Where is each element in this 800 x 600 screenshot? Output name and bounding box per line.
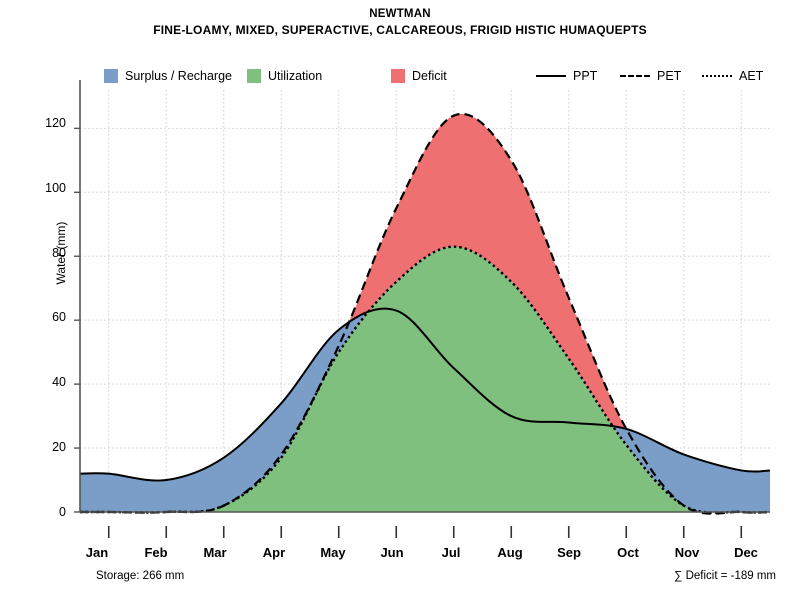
legend-item-surplus: Surplus / Recharge	[104, 66, 232, 86]
deficit-annotation: ∑ Deficit = -189 mm	[674, 570, 776, 582]
utilization-color-swatch	[247, 69, 261, 83]
legend-label-deficit: Deficit	[412, 69, 447, 83]
x-tick-feb: Feb	[144, 545, 168, 560]
x-tick-nov: Nov	[674, 545, 700, 560]
legend-label-ppt: PPT	[573, 69, 598, 83]
legend-item-ppt: PPT	[536, 66, 597, 86]
chart-subtitle: FINE-LOAMY, MIXED, SUPERACTIVE, CALCAREO…	[153, 23, 647, 37]
x-tick-aug: Aug	[497, 545, 523, 560]
x-tick-apr: Apr	[262, 545, 286, 560]
y-tick-120: 120	[45, 116, 66, 130]
y-tick-20: 20	[52, 440, 66, 454]
axis-tick-marks	[74, 127, 743, 538]
legend-label-utilization: Utilization	[268, 69, 323, 83]
legend-item-deficit: Deficit	[391, 66, 447, 86]
deficit-color-swatch	[391, 69, 405, 83]
x-tick-jun: Jun	[380, 545, 404, 560]
y-tick-100: 100	[45, 181, 66, 195]
y-tick-0: 0	[59, 505, 66, 519]
y-tick-40: 40	[52, 375, 66, 389]
x-tick-mar: Mar	[203, 545, 227, 560]
area-bands	[80, 113, 770, 512]
chart-legend: Surplus / Recharge Utilization Deficit P…	[0, 66, 800, 86]
x-tick-dec: Dec	[734, 545, 758, 560]
y-tick-80: 80	[52, 246, 66, 260]
legend-label-aet: AET	[739, 69, 764, 83]
y-tick-60: 60	[52, 310, 66, 324]
x-tick-sep: Sep	[557, 545, 581, 560]
legend-item-aet: AET	[702, 66, 763, 86]
x-tick-jul: Jul	[441, 545, 461, 560]
legend-label-pet: PET	[657, 69, 682, 83]
storage-annotation: Storage: 266 mm	[96, 570, 185, 582]
x-tick-jan: Jan	[85, 545, 109, 560]
x-tick-may: May	[320, 545, 346, 560]
page-title: NEWTMAN	[369, 8, 431, 20]
dashed-line-icon	[620, 69, 650, 83]
legend-label-surplus: Surplus / Recharge	[125, 69, 233, 83]
solid-line-icon	[536, 69, 566, 83]
surplus-color-swatch	[104, 69, 118, 83]
legend-item-utilization: Utilization	[247, 66, 322, 86]
axis-lines	[79, 80, 770, 513]
chart-title-block: NEWTMAN FINE-LOAMY, MIXED, SUPERACTIVE, …	[0, 6, 800, 38]
legend-item-pet: PET	[620, 66, 681, 86]
dotted-line-icon	[702, 69, 732, 83]
x-tick-oct: Oct	[617, 545, 639, 560]
